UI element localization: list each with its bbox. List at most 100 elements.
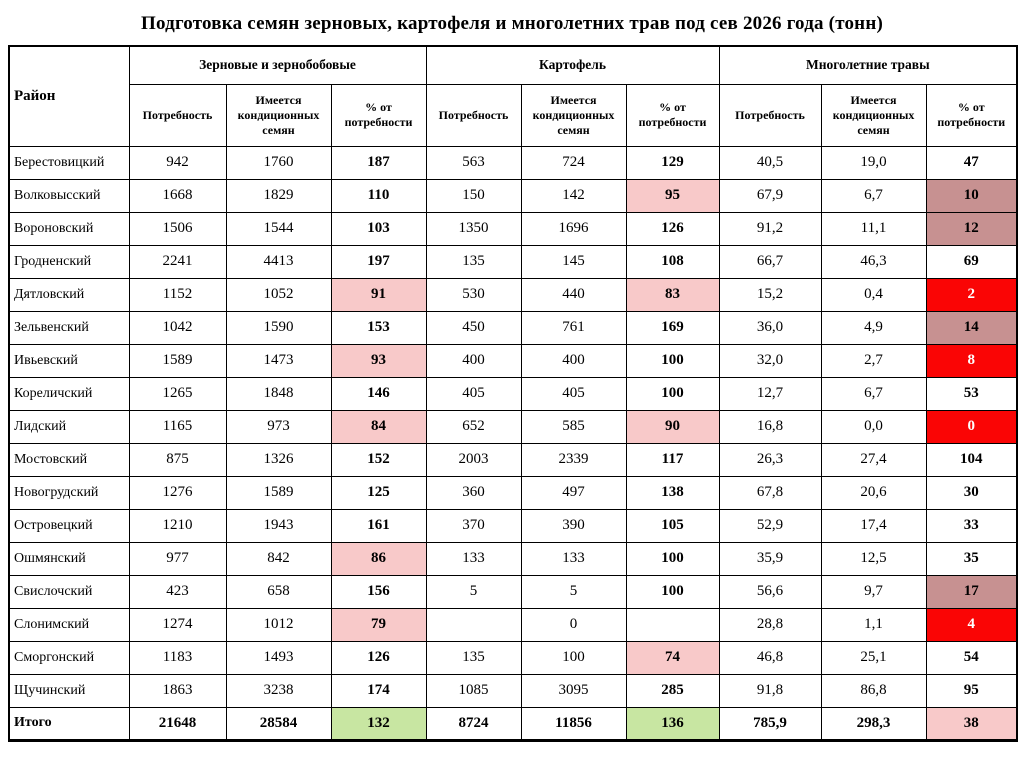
value-cell: 142	[520, 178, 627, 213]
value-cell: 2003	[425, 442, 522, 477]
value-cell	[425, 607, 522, 642]
value-cell: 973	[225, 409, 332, 444]
value-cell: 100	[625, 574, 720, 609]
value-cell: 285	[625, 673, 720, 708]
value-cell: 530	[425, 277, 522, 312]
value-cell: 86,8	[820, 673, 927, 708]
region-cell: Лидский	[8, 409, 130, 444]
table-header: Район Зерновые и зернобобовые Картофель …	[8, 45, 1018, 147]
value-cell: 5	[520, 574, 627, 609]
value-cell: 6,7	[820, 178, 927, 213]
value-cell: 19,0	[820, 145, 927, 180]
value-cell: 74	[625, 640, 720, 675]
available-column-header: Имеется кондиционных семян	[820, 83, 927, 147]
value-cell: 1210	[128, 508, 227, 543]
value-cell: 0,4	[820, 277, 927, 312]
value-cell: 135	[425, 640, 522, 675]
value-cell: 8724	[425, 706, 522, 741]
value-cell: 1493	[225, 640, 332, 675]
value-cell: 400	[520, 343, 627, 378]
value-cell: 1696	[520, 211, 627, 246]
value-cell: 1863	[128, 673, 227, 708]
table-row: Зельвенский 1042 1590 153 450 761 169 36,0 4,9 14	[8, 310, 1018, 345]
value-cell: 1276	[128, 475, 227, 510]
page-title: Подготовка семян зерновых, картофеля и м…	[141, 13, 883, 34]
value-cell: 5	[425, 574, 522, 609]
value-cell: 724	[520, 145, 627, 180]
value-cell: 129	[625, 145, 720, 180]
value-cell: 52,9	[718, 508, 822, 543]
group-header-row: Район Зерновые и зернобобовые Картофель …	[8, 45, 1018, 147]
value-cell: 360	[425, 475, 522, 510]
table-row: Ошмянский 977 842 86 133 133 100 35,9 12,5 35	[8, 541, 1018, 576]
value-cell: 35	[925, 541, 1018, 576]
value-cell: 132	[330, 706, 427, 741]
region-cell: Волковысский	[8, 178, 130, 213]
group-header-grains: Зерновые и зернобобовые	[128, 45, 427, 85]
value-cell: 2,7	[820, 343, 927, 378]
region-cell: Ошмянский	[8, 541, 130, 576]
value-cell: 100	[625, 376, 720, 411]
value-cell: 785,9	[718, 706, 822, 741]
value-cell: 1760	[225, 145, 332, 180]
value-cell: 161	[330, 508, 427, 543]
table-row: Новогрудский 1276 1589 125 360 497 138 67,8 20,6…	[8, 475, 1018, 510]
value-cell: 563	[425, 145, 522, 180]
value-cell: 100	[520, 640, 627, 675]
value-cell: 1668	[128, 178, 227, 213]
value-cell: 2	[925, 277, 1018, 312]
sub-header-row: Потребность Имеется кондиционных семян %…	[9, 83, 1018, 147]
percent-column-header: % от потребности	[330, 83, 427, 147]
value-cell	[625, 607, 720, 642]
percent-column-header: % от потребности	[925, 83, 1018, 147]
value-cell: 135	[425, 244, 522, 279]
region-cell: Зельвенский	[8, 310, 130, 345]
value-cell: 104	[925, 442, 1018, 477]
value-cell: 0,0	[820, 409, 927, 444]
value-cell: 67,8	[718, 475, 822, 510]
value-cell: 21648	[128, 706, 227, 741]
table-row: Слонимский 1274 1012 79 0 28,8 1,1 4	[8, 607, 1018, 642]
value-cell: 69	[925, 244, 1018, 279]
value-cell: 133	[425, 541, 522, 576]
region-cell: Дятловский	[8, 277, 130, 312]
value-cell: 1052	[225, 277, 332, 312]
value-cell: 25,1	[820, 640, 927, 675]
value-cell: 108	[625, 244, 720, 279]
region-cell: Ивьевский	[8, 343, 130, 378]
table-row: Гродненский 2241 4413 197 135 145 108 66,7 46,3 6…	[8, 244, 1018, 279]
region-cell: Новогрудский	[8, 475, 130, 510]
value-cell: 152	[330, 442, 427, 477]
value-cell: 1012	[225, 607, 332, 642]
table-row: Ивьевский 1589 1473 93 400 400 100 32,0 2,7 8	[8, 343, 1018, 378]
group-header-grasses: Многолетние травы	[718, 45, 1018, 85]
value-cell: 1589	[225, 475, 332, 510]
region-cell: Щучинский	[8, 673, 130, 708]
value-cell: 197	[330, 244, 427, 279]
value-cell: 2241	[128, 244, 227, 279]
region-cell: Слонимский	[8, 607, 130, 642]
value-cell: 84	[330, 409, 427, 444]
value-cell: 27,4	[820, 442, 927, 477]
value-cell: 47	[925, 145, 1018, 180]
value-cell: 126	[330, 640, 427, 675]
table-row: Дятловский 1152 1052 91 530 440 83 15,2 0,4 2	[8, 277, 1018, 312]
percent-column-header: % от потребности	[625, 83, 720, 147]
value-cell: 28584	[225, 706, 332, 741]
region-cell: Вороновский	[8, 211, 130, 246]
value-cell: 1943	[225, 508, 332, 543]
value-cell: 400	[425, 343, 522, 378]
region-cell: Мостовский	[8, 442, 130, 477]
value-cell: 1152	[128, 277, 227, 312]
value-cell: 86	[330, 541, 427, 576]
value-cell: 133	[520, 541, 627, 576]
value-cell: 100	[625, 541, 720, 576]
value-cell: 1350	[425, 211, 522, 246]
value-cell: 10	[925, 178, 1018, 213]
value-cell: 450	[425, 310, 522, 345]
value-cell: 390	[520, 508, 627, 543]
value-cell: 83	[625, 277, 720, 312]
value-cell: 56,6	[718, 574, 822, 609]
value-cell: 4413	[225, 244, 332, 279]
